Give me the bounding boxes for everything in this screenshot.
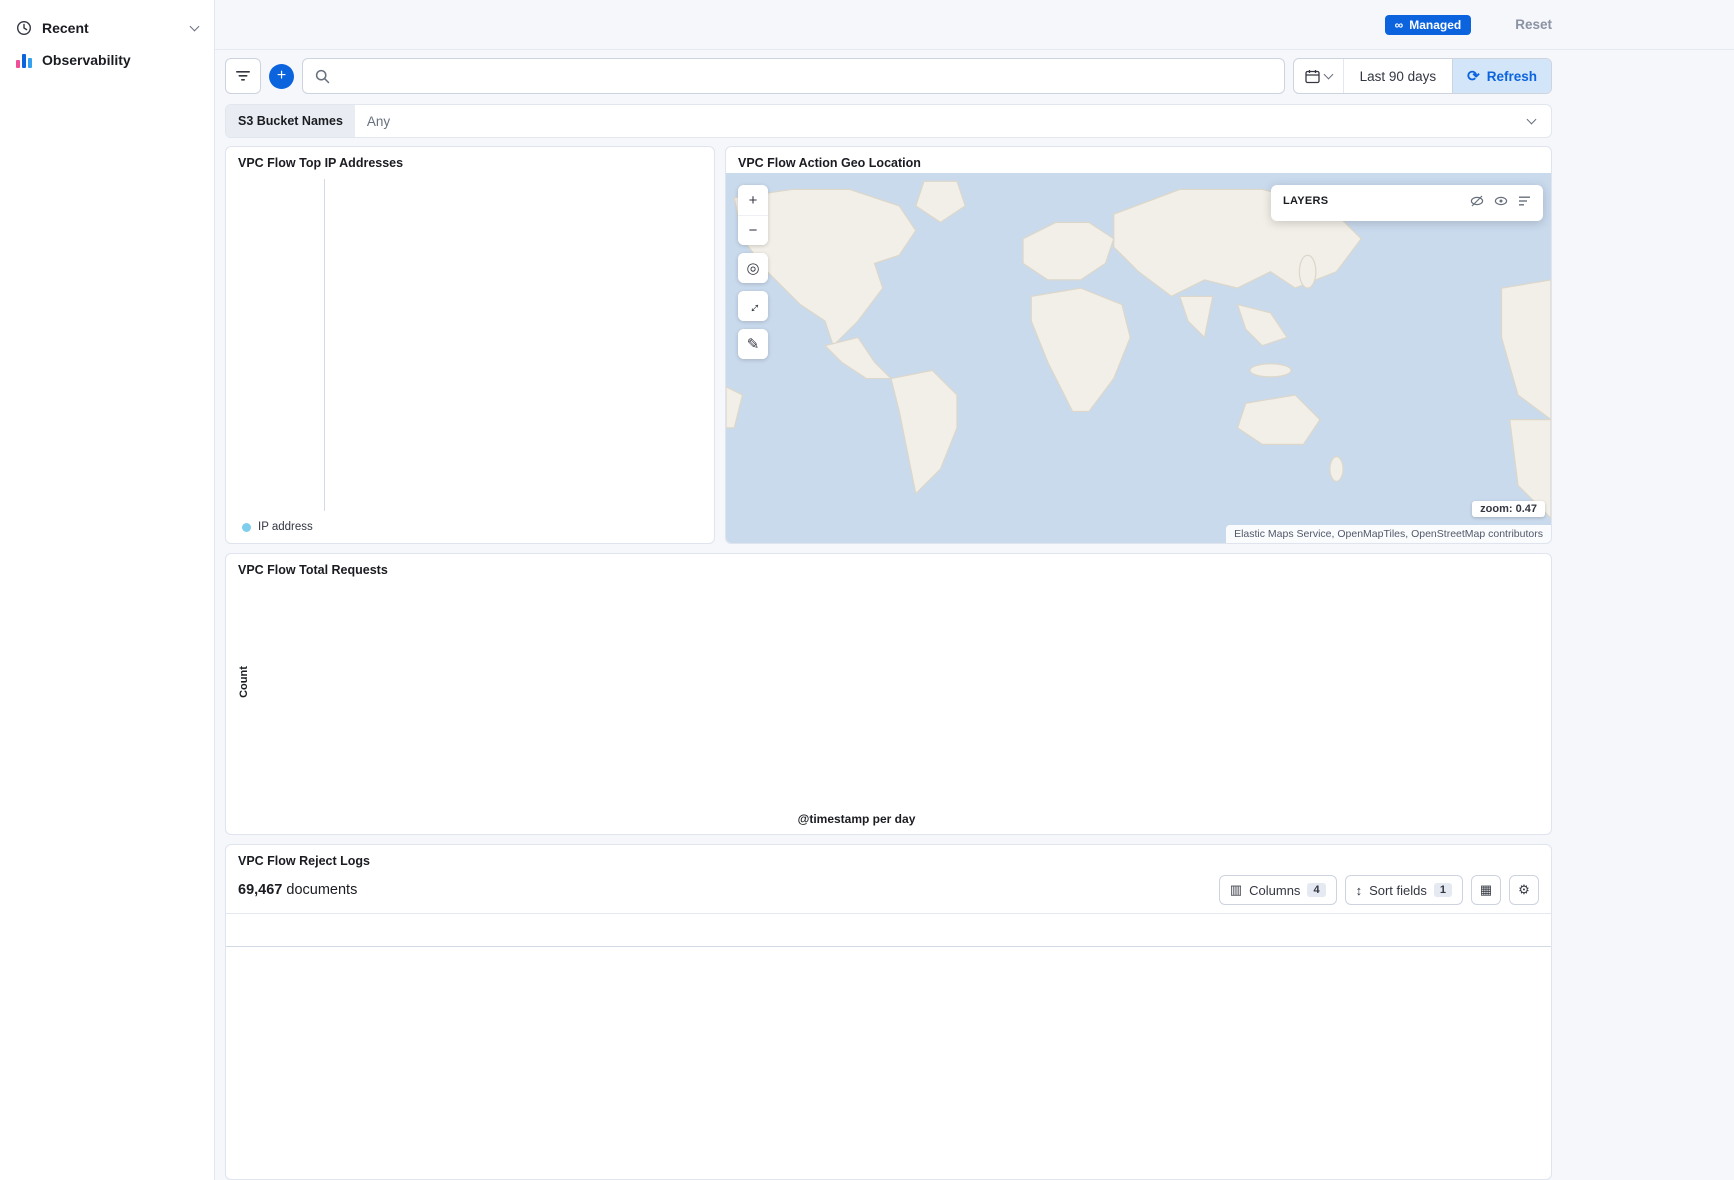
grid-settings-button[interactable]: ⚙ xyxy=(1509,875,1539,905)
refresh-icon: ⟳ xyxy=(1467,68,1480,85)
dashboard-panels: VPC Flow Top IP Addresses IP address VPC… xyxy=(215,146,1734,1180)
filters-button[interactable] xyxy=(225,58,261,94)
documents-grid xyxy=(226,913,1551,1179)
solution-label: Observability xyxy=(42,52,131,68)
panel-geo-location: VPC Flow Action Geo Location xyxy=(725,146,1552,544)
time-range-label[interactable]: Last 90 days xyxy=(1359,68,1437,84)
columns-button[interactable]: ▥ Columns 4 xyxy=(1218,875,1337,905)
sidebar-footer xyxy=(0,1166,214,1180)
layers-panel: LAYERS xyxy=(1271,185,1543,221)
managed-badge: ∞ Managed xyxy=(1384,14,1472,35)
document-count: 69,467 documents xyxy=(238,882,358,898)
sort-fields-button[interactable]: ↕ Sort fields 1 xyxy=(1344,875,1463,905)
date-picker-button[interactable] xyxy=(1294,59,1344,93)
chevron-down-icon xyxy=(1323,69,1334,80)
chevron-down-icon xyxy=(189,21,200,32)
display-options-button[interactable]: ▦ xyxy=(1471,875,1501,905)
panel-title: VPC Flow Action Geo Location xyxy=(738,156,921,170)
locate-button[interactable]: ◎ xyxy=(738,253,768,283)
sidebar: Recent Observability xyxy=(0,0,215,1180)
recent-label: Recent xyxy=(42,20,89,36)
expand-map-button[interactable]: ↔ xyxy=(738,291,768,321)
zoom-in-button[interactable]: + xyxy=(738,185,768,215)
layer-order-icon[interactable] xyxy=(1518,195,1531,207)
sort-count-badge: 1 xyxy=(1433,883,1452,897)
columns-count-badge: 4 xyxy=(1307,883,1326,897)
query-bar: + Last 90 days xyxy=(215,50,1734,100)
date-picker-group: Last 90 days ⟳ Refresh xyxy=(1292,58,1552,94)
observability-logo-icon xyxy=(16,52,32,68)
bar-chart xyxy=(226,173,714,513)
panel-top-ip-addresses: VPC Flow Top IP Addresses IP address xyxy=(225,146,715,544)
y-axis-line xyxy=(324,179,325,511)
map-attribution[interactable]: Elastic Maps Service, OpenMapTiles, Open… xyxy=(1226,525,1551,543)
add-filter-button[interactable]: + xyxy=(269,63,294,89)
search-box xyxy=(302,58,1285,94)
s3-bucket-control[interactable]: S3 Bucket Names Any xyxy=(225,104,1552,138)
sidebar-recent[interactable]: Recent xyxy=(0,12,214,44)
panel-total-requests: VPC Flow Total Requests Count @timestamp… xyxy=(225,553,1552,835)
zoom-out-button[interactable]: − xyxy=(738,215,768,245)
y-axis-ticks xyxy=(226,584,290,780)
panel-title: VPC Flow Reject Logs xyxy=(238,854,370,868)
search-icon xyxy=(315,69,330,83)
show-layers-icon[interactable] xyxy=(1494,195,1508,207)
clock-icon xyxy=(16,20,32,36)
kql-search-input[interactable] xyxy=(338,68,1272,84)
zoom-level-badge: zoom: 0.47 xyxy=(1472,501,1545,517)
bar-chart-legend[interactable]: IP address xyxy=(226,513,714,543)
panel-title: VPC Flow Total Requests xyxy=(238,563,388,577)
grid-header-row xyxy=(226,913,1551,947)
geo-map[interactable]: + − ◎ ↔ ✎ LAYERS xyxy=(726,173,1551,543)
main-area: ∞ Managed Reset + xyxy=(215,0,1734,1180)
s3-bucket-value: Any xyxy=(366,113,391,129)
sort-icon: ↕ xyxy=(1355,882,1363,898)
s3-bucket-label: S3 Bucket Names xyxy=(226,105,355,137)
line-chart: Count xyxy=(226,584,1551,780)
calendar-icon xyxy=(1304,69,1320,83)
managed-label: Managed xyxy=(1409,17,1462,32)
sidebar-observability[interactable]: Observability xyxy=(0,44,214,76)
legend-label: IP address xyxy=(258,521,313,533)
logs-toolbar: 69,467 documents ▥ Columns 4 ↕ Sort fiel… xyxy=(226,871,1551,913)
chart-legend xyxy=(1423,584,1551,780)
reset-button[interactable]: Reset xyxy=(1515,17,1552,32)
layers-title: LAYERS xyxy=(1283,195,1329,207)
panel-title: VPC Flow Top IP Addresses xyxy=(238,156,404,170)
refresh-button[interactable]: ⟳ Refresh xyxy=(1452,59,1551,93)
chevron-down-icon xyxy=(1526,114,1537,125)
map-tools-button[interactable]: ✎ xyxy=(738,329,768,359)
plot-area[interactable] xyxy=(290,584,1423,780)
dashboard-topbar: ∞ Managed Reset xyxy=(215,0,1734,50)
x-axis-label: @timestamp per day xyxy=(797,812,916,826)
panel-reject-logs: VPC Flow Reject Logs 69,467 documents ▥ … xyxy=(225,844,1552,1180)
columns-icon: ▥ xyxy=(1229,882,1243,897)
hide-all-layers-icon[interactable] xyxy=(1470,195,1484,207)
world-map-land xyxy=(726,180,1551,520)
legend-dot xyxy=(242,522,251,532)
refresh-label: Refresh xyxy=(1486,68,1537,84)
filter-icon xyxy=(236,71,250,81)
glasses-icon: ∞ xyxy=(1394,17,1404,32)
map-controls: + − ◎ ↔ ✎ xyxy=(738,185,768,359)
